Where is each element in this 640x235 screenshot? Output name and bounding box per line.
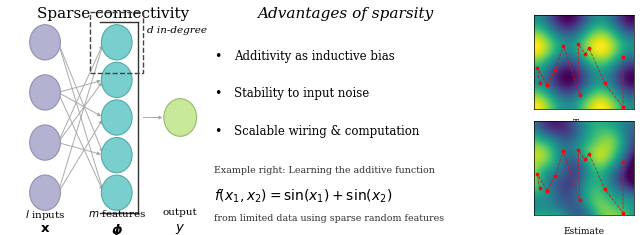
Text: Estimate: Estimate bbox=[563, 227, 605, 235]
Text: output: output bbox=[163, 208, 198, 217]
Point bbox=[600, 187, 610, 191]
Point bbox=[584, 46, 594, 50]
Point bbox=[541, 83, 552, 87]
Point bbox=[541, 189, 552, 192]
Circle shape bbox=[101, 25, 132, 60]
Circle shape bbox=[29, 75, 60, 110]
Point bbox=[575, 198, 585, 202]
Point bbox=[618, 161, 628, 164]
Text: $y$: $y$ bbox=[175, 222, 186, 235]
Text: True: True bbox=[573, 119, 595, 128]
Point bbox=[558, 44, 568, 47]
Text: from limited data using sparse random features: from limited data using sparse random fe… bbox=[214, 214, 445, 223]
Point bbox=[618, 105, 628, 109]
Point bbox=[550, 68, 560, 72]
Bar bbox=[90, 12, 143, 73]
Text: Sparse connectivity: Sparse connectivity bbox=[36, 7, 189, 21]
Text: •: • bbox=[214, 125, 222, 138]
Text: Example right: Learning the additive function: Example right: Learning the additive fun… bbox=[214, 166, 435, 175]
Point bbox=[580, 52, 590, 56]
Text: Advantages of sparsity: Advantages of sparsity bbox=[257, 7, 434, 21]
Point bbox=[573, 148, 583, 152]
Circle shape bbox=[101, 175, 132, 210]
Text: Scalable wiring & computation: Scalable wiring & computation bbox=[234, 125, 419, 138]
Point bbox=[532, 172, 543, 176]
Text: Stability to input noise: Stability to input noise bbox=[234, 87, 369, 101]
Text: $m$ features: $m$ features bbox=[88, 208, 146, 219]
Circle shape bbox=[164, 99, 196, 136]
Text: $\mathbf{x}$: $\mathbf{x}$ bbox=[40, 222, 50, 235]
Point bbox=[534, 81, 545, 85]
Point bbox=[534, 187, 545, 190]
Text: •: • bbox=[214, 87, 222, 101]
Point bbox=[573, 42, 583, 46]
Text: Additivity as inductive bias: Additivity as inductive bias bbox=[234, 50, 394, 63]
Point bbox=[618, 211, 628, 215]
Circle shape bbox=[29, 175, 60, 210]
Text: $\boldsymbol{\phi}$: $\boldsymbol{\phi}$ bbox=[111, 222, 123, 235]
Point bbox=[550, 174, 560, 178]
Point bbox=[600, 81, 610, 85]
Point bbox=[618, 55, 628, 59]
Point bbox=[532, 66, 543, 70]
Text: d in-degree: d in-degree bbox=[147, 26, 207, 35]
Circle shape bbox=[101, 62, 132, 98]
Circle shape bbox=[29, 125, 60, 160]
Circle shape bbox=[101, 137, 132, 173]
Text: •: • bbox=[214, 50, 222, 63]
Point bbox=[575, 93, 585, 96]
Point bbox=[580, 158, 590, 161]
Text: $f(x_1, x_2) = \sin(x_1) + \sin(x_2)$: $f(x_1, x_2) = \sin(x_1) + \sin(x_2)$ bbox=[214, 188, 392, 205]
Point bbox=[584, 152, 594, 156]
Text: $l$ inputs: $l$ inputs bbox=[25, 208, 65, 222]
Circle shape bbox=[29, 25, 60, 60]
Point bbox=[558, 149, 568, 153]
Circle shape bbox=[101, 100, 132, 135]
